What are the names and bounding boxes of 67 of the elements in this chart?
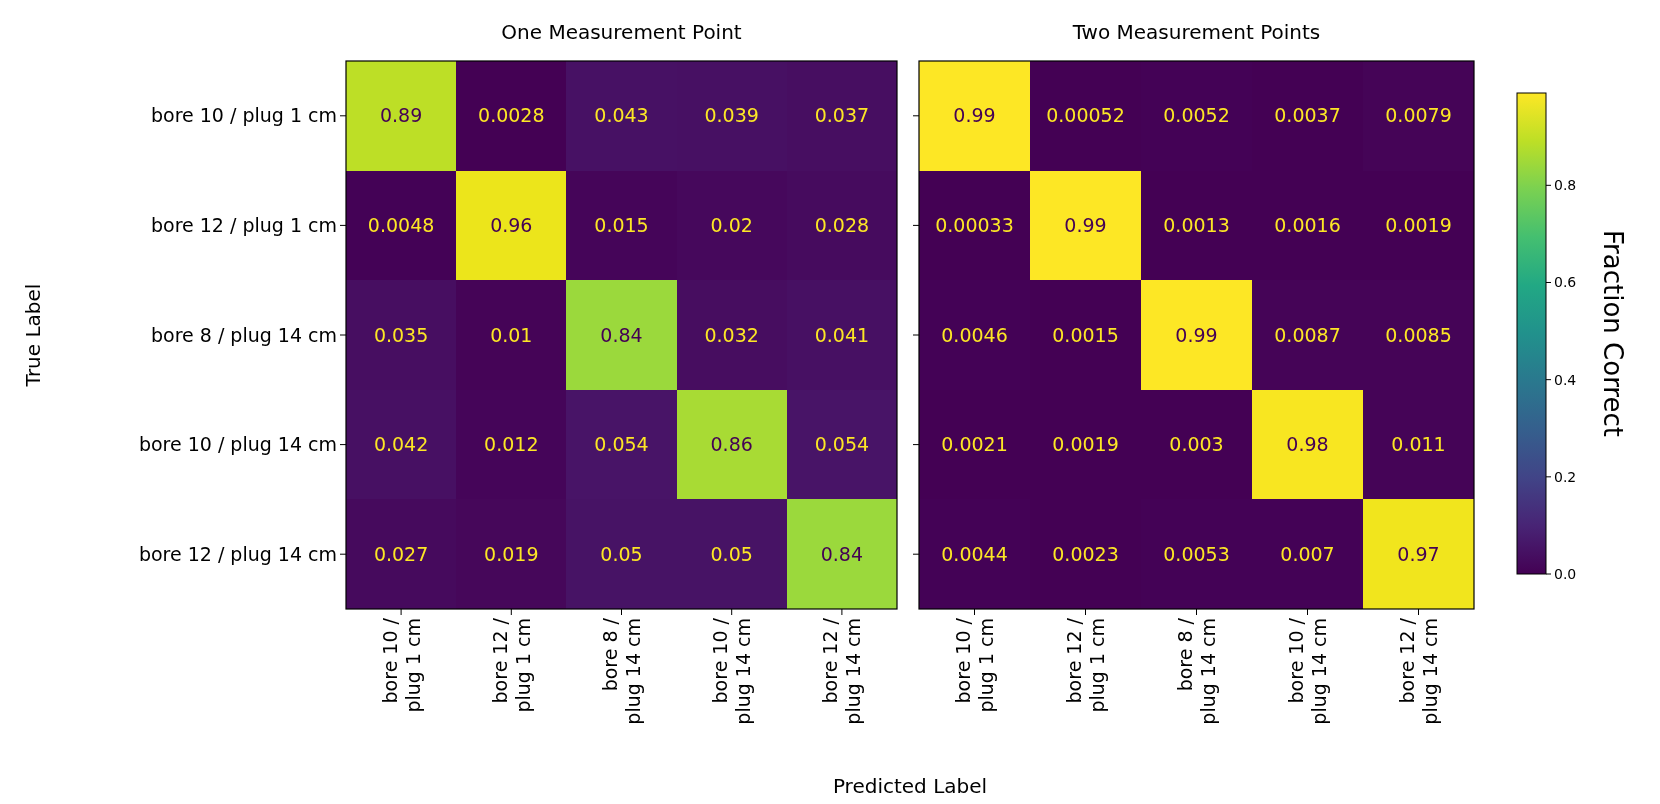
data-label: 0.0052 [1163,104,1230,127]
y-tick-label: bore 10 / plug 1 cm [150,104,337,127]
data-label: 0.037 [814,104,870,127]
data-label: 0.0016 [1274,214,1341,237]
data-label: 0.89 [379,104,423,127]
y-tick-label: bore 12 / plug 14 cm [138,542,337,565]
data-label: 0.054 [594,433,649,456]
data-label: 0.0087 [1274,323,1341,346]
data-label: 0.032 [704,323,759,346]
data-label: 0.02 [710,214,753,237]
data-label: 0.019 [484,542,539,565]
color-bar-label: 0.0 [1554,565,1577,582]
data-label: 0.0019 [1385,214,1452,237]
data-label: 0.0028 [478,104,545,127]
chart-title: Two Measurement Points [1071,20,1321,44]
data-label: 0.007 [1280,542,1335,565]
color-bar-title: Fraction Correct [1598,230,1628,437]
data-label: 0.027 [373,542,429,565]
y-axis-title: True Label [21,283,45,388]
color-bar-label: 0.4 [1554,371,1577,388]
data-label: 0.97 [1397,542,1440,565]
color-bar-label: 0.2 [1554,468,1577,485]
data-label: 0.84 [600,323,643,346]
data-label: 0.05 [710,542,753,565]
data-label: 0.98 [1286,433,1329,456]
y-tick-label: bore 8 / plug 14 cm [150,323,337,346]
data-label: 0.041 [814,323,870,346]
data-label: 0.0053 [1163,542,1230,565]
data-label: 0.012 [484,433,539,456]
data-label: 0.0046 [941,323,1008,346]
data-label: 0.039 [704,104,759,127]
data-label: 0.00052 [1046,104,1125,127]
data-label: 0.0044 [941,542,1008,565]
color-bar-label: 0.8 [1554,177,1577,194]
data-label: 0.86 [710,433,753,456]
data-label: 0.0013 [1163,214,1230,237]
chart-title: One Measurement Point [501,20,742,44]
data-label: 0.0021 [941,433,1008,456]
data-label: 0.0015 [1052,323,1119,346]
data-label: 0.99 [953,104,996,127]
data-label: 0.043 [594,104,649,127]
data-label: 0.01 [490,323,533,346]
data-label: 0.0079 [1385,104,1452,127]
y-tick-label: bore 10 / plug 14 cm [138,433,337,456]
x-tick-label: bore 10 / plug 1 cm [952,617,997,713]
data-label: 0.96 [490,214,533,237]
data-label: 0.99 [1064,214,1107,237]
x-axis-title: Predicted Label [832,774,988,798]
data-label: 0.042 [373,433,429,456]
data-label: 0.035 [373,323,429,346]
data-label: 0.99 [1175,323,1218,346]
data-label: 0.00033 [935,214,1014,237]
data-label: 0.0048 [367,214,435,237]
data-label: 0.054 [814,433,870,456]
data-label: 0.0023 [1052,542,1119,565]
data-label: 0.0037 [1274,104,1341,127]
x-tick-label: bore 10 / plug 1 cm [378,617,424,713]
data-label: 0.015 [594,214,649,237]
data-label: 0.84 [820,542,864,565]
data-label: 0.0085 [1385,323,1452,346]
data-label: 0.011 [1391,433,1446,456]
data-label: 0.028 [814,214,870,237]
data-label: 0.05 [600,542,643,565]
color-bar-label: 0.6 [1554,274,1577,291]
data-label: 0.003 [1169,433,1224,456]
y-tick-label: bore 12 / plug 1 cm [150,214,337,237]
data-label: 0.0019 [1052,433,1119,456]
